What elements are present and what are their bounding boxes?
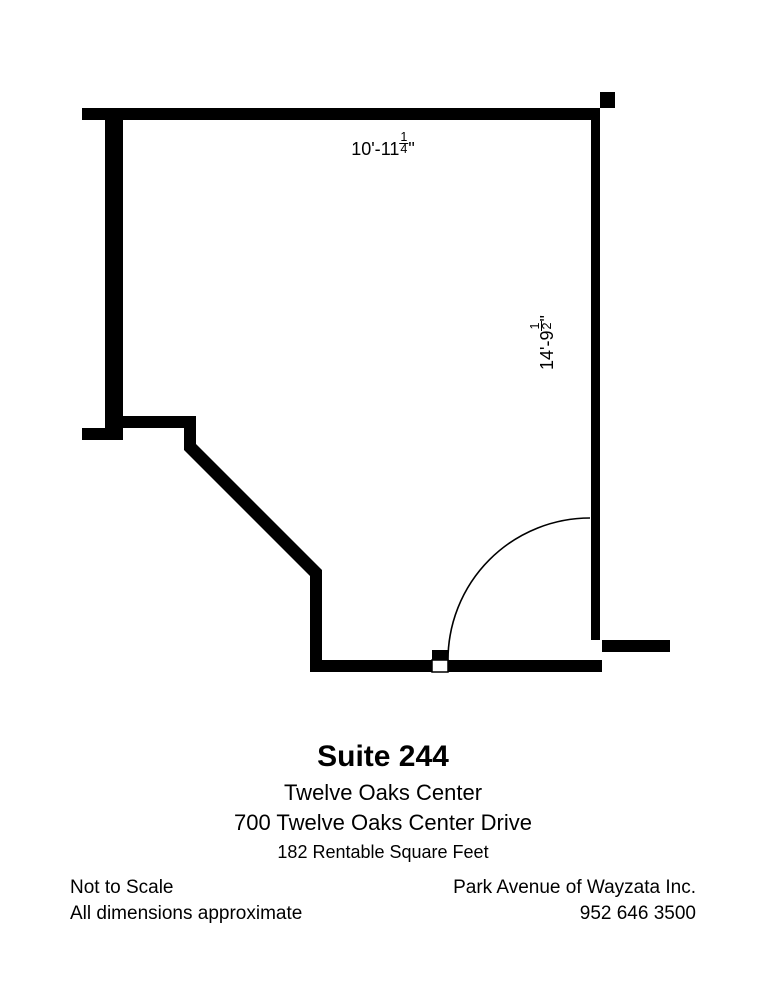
sqft-line: 182 Rentable Square Feet <box>0 842 766 863</box>
suite-title: Suite 244 <box>0 740 766 774</box>
footer-right-1: Park Avenue of Wayzata Inc. <box>453 877 696 899</box>
dimension-width-label: 10'-1114" <box>351 132 415 158</box>
footer-right-2: 952 646 3500 <box>580 903 696 925</box>
center-name: Twelve Oaks Center <box>0 780 766 806</box>
floorplan-container: 10'-1114" 14'-912" <box>0 0 766 700</box>
dim-width-fraction: 14 <box>399 132 408 156</box>
floorplan-svg <box>0 0 766 700</box>
dim-height-frac-den: 2 <box>542 322 553 331</box>
dim-width-inches: 11 <box>381 139 400 159</box>
page: 10'-1114" 14'-912" Suite 244 Twelve Oaks… <box>0 0 766 987</box>
caption-block: Suite 244 Twelve Oaks Center 700 Twelve … <box>0 740 766 929</box>
footer-row-2: All dimensions approximate 952 646 3500 <box>0 903 766 925</box>
footer-row-1: Not to Scale Park Avenue of Wayzata Inc. <box>0 877 766 899</box>
dim-height-inches: 9 <box>537 331 557 341</box>
dim-width-feet: 10 <box>351 139 371 159</box>
footer-left-1: Not to Scale <box>70 877 174 899</box>
address-line: 700 Twelve Oaks Center Drive <box>0 810 766 836</box>
dimension-height-label: 14'-912" <box>530 315 556 370</box>
dim-height-feet: 14 <box>537 350 557 370</box>
dim-height-fraction: 12 <box>530 322 554 331</box>
dim-width-frac-den: 4 <box>399 144 408 155</box>
footer-left-2: All dimensions approximate <box>70 903 302 925</box>
